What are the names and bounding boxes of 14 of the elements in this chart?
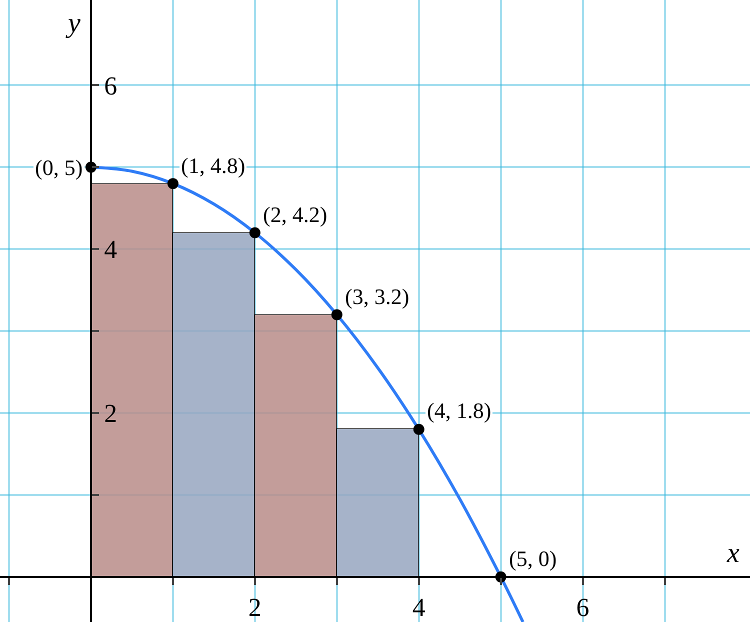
point (413, 424, 424, 435)
point (331, 309, 342, 320)
point (167, 178, 178, 190)
annotation: (0, 5) (35, 155, 83, 180)
y-tick-label: 4 (104, 235, 118, 264)
annotation: (4, 1.8) (427, 398, 492, 423)
x-axis-title: x (726, 538, 740, 569)
y-axis-title: y (65, 8, 81, 39)
annotation: (5, 0) (509, 546, 557, 571)
annotation: (1, 4.8) (181, 153, 246, 178)
annotation: (3, 3.2) (345, 284, 410, 309)
point (249, 227, 260, 238)
annotation: (2, 4.2) (263, 202, 328, 227)
y-tick-label: 2 (104, 399, 118, 428)
